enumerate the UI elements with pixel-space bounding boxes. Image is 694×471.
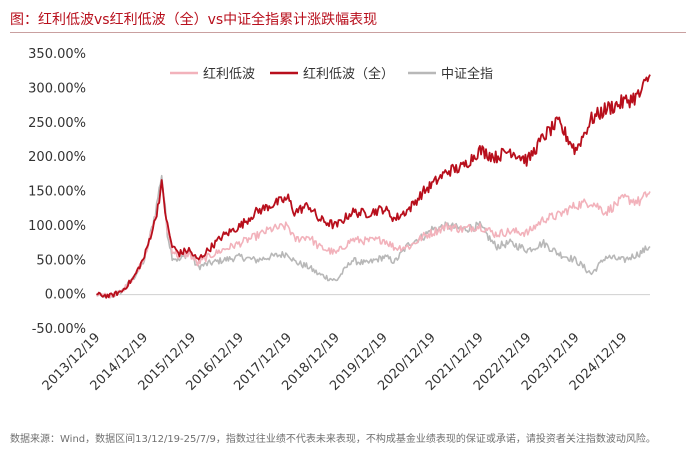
source-note: 数据来源：Wind，数据区间13/12/19-25/7/9，指数过往业绩不代表未… (10, 434, 656, 445)
y-axis-tick-labels: -50.00% 0.00% 50.00% 100.00% 150.00% 200.00% 2… (28, 47, 86, 337)
legend-label: 中证全指 (441, 66, 493, 82)
y-tick-label: 350.00% (28, 47, 86, 62)
chart-title: 图：红利低波vs红利低波（全）vs中证全指累计涨跌幅表现 (10, 12, 378, 28)
y-tick-label: -50.00% (32, 322, 86, 337)
x-axis-tick-labels: 2013/12/192014/12/192015/12/192016/12/19… (40, 330, 631, 394)
series-line-1 (96, 186, 651, 299)
legend-label: 红利低波 (203, 66, 255, 82)
series-lines (95, 74, 651, 299)
legend-label: 红利低波（全） (303, 66, 394, 82)
series-line-2 (96, 74, 651, 299)
series-line-3 (95, 174, 651, 299)
title-divider (10, 32, 686, 33)
legend: 红利低波 红利低波（全） 中证全指 (170, 66, 493, 82)
y-tick-label: 150.00% (28, 185, 86, 200)
y-tick-label: 0.00% (45, 288, 86, 303)
y-tick-label: 100.00% (28, 219, 86, 234)
y-tick-label: 200.00% (28, 150, 86, 165)
y-tick-label: 250.00% (28, 116, 86, 131)
line-chart: -50.00% 0.00% 50.00% 100.00% 150.00% 200.00% 2… (28, 47, 651, 394)
y-tick-label: 50.00% (36, 253, 86, 268)
y-tick-label: 300.00% (28, 81, 86, 96)
